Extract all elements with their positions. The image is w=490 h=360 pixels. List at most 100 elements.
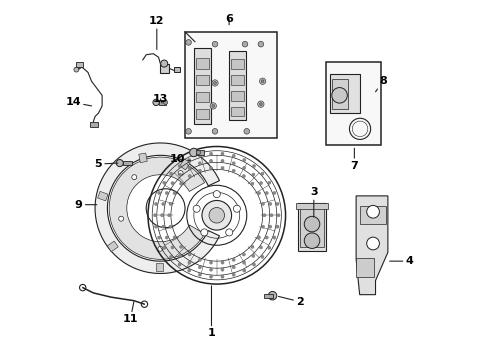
Circle shape [188,261,191,264]
Circle shape [221,159,224,162]
Bar [159,100,166,104]
Circle shape [171,181,174,185]
Circle shape [213,190,220,198]
Bar [139,153,147,163]
Circle shape [170,255,173,258]
Circle shape [198,154,201,157]
Circle shape [221,275,224,278]
Circle shape [198,258,201,261]
Text: 7: 7 [350,148,358,171]
Circle shape [212,129,218,134]
Circle shape [158,246,163,251]
Circle shape [276,202,279,206]
Text: 2: 2 [278,296,304,307]
Circle shape [273,236,276,239]
Text: 6: 6 [225,14,233,25]
Circle shape [178,263,181,266]
Circle shape [214,82,217,84]
Circle shape [74,67,79,72]
Circle shape [198,169,201,172]
Circle shape [186,40,192,45]
Bar [231,107,245,117]
Circle shape [179,245,183,248]
Bar [231,75,245,85]
Bar [231,59,245,69]
Circle shape [173,236,176,239]
Text: 14: 14 [65,98,92,107]
Circle shape [269,292,277,300]
Wedge shape [95,143,220,274]
Circle shape [259,246,263,249]
Circle shape [173,192,176,195]
Circle shape [171,246,174,249]
Circle shape [260,78,266,84]
Circle shape [243,166,245,170]
Circle shape [201,229,208,236]
Circle shape [243,269,246,272]
Circle shape [163,246,166,249]
Circle shape [158,236,161,239]
Bar [300,207,324,247]
Circle shape [221,166,224,170]
Circle shape [202,201,232,230]
Circle shape [165,236,169,239]
Circle shape [273,192,276,194]
Circle shape [165,192,169,195]
Bar [196,58,209,68]
Text: 13: 13 [153,94,168,104]
Circle shape [252,254,255,257]
Circle shape [251,182,254,185]
Bar [160,64,169,73]
Circle shape [232,273,235,276]
Bar [231,91,245,100]
Circle shape [169,225,172,228]
Circle shape [221,152,224,156]
Circle shape [258,101,264,107]
Circle shape [221,261,224,264]
Bar [326,62,381,145]
Circle shape [188,166,191,170]
Circle shape [163,181,166,184]
Text: 12: 12 [149,16,165,49]
Circle shape [164,100,168,104]
Circle shape [198,266,201,269]
Circle shape [132,175,137,180]
Bar [107,241,118,252]
Circle shape [252,165,256,168]
Circle shape [261,172,264,175]
Circle shape [162,225,165,228]
Text: 10: 10 [170,154,190,164]
Circle shape [265,236,269,239]
Circle shape [269,202,272,206]
Circle shape [209,159,213,162]
Circle shape [252,173,255,176]
Circle shape [188,175,191,178]
Circle shape [270,214,273,217]
Circle shape [161,60,168,67]
Circle shape [226,229,233,236]
Circle shape [154,202,158,206]
Circle shape [259,181,263,185]
Circle shape [198,162,201,165]
Bar [156,263,163,271]
Circle shape [367,237,379,250]
Circle shape [242,41,248,47]
Circle shape [158,192,161,194]
Circle shape [190,148,198,157]
Circle shape [178,254,182,257]
Circle shape [116,159,123,167]
Circle shape [277,214,280,217]
Circle shape [209,268,213,271]
Circle shape [265,192,269,195]
Circle shape [232,258,235,261]
Circle shape [243,158,246,162]
Circle shape [162,202,165,206]
Circle shape [242,253,245,256]
Circle shape [257,236,261,239]
Circle shape [209,207,224,223]
Text: 3: 3 [310,187,318,217]
Circle shape [196,150,200,154]
Circle shape [252,263,256,266]
Bar [229,51,246,120]
Circle shape [188,253,191,256]
